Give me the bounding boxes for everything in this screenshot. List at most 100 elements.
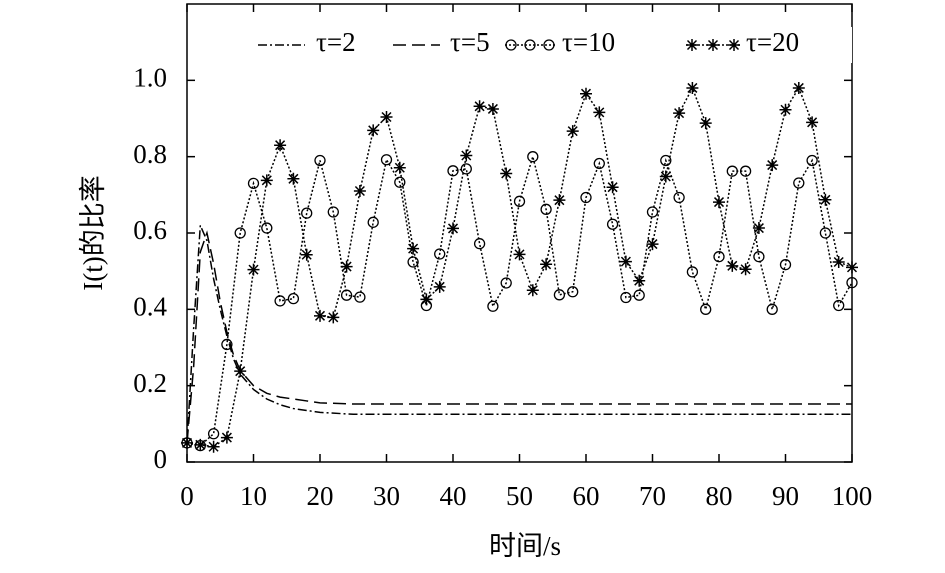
marker xyxy=(407,242,420,255)
marker xyxy=(473,100,486,113)
marker xyxy=(752,222,765,235)
marker xyxy=(806,154,818,167)
marker xyxy=(580,87,592,100)
marker xyxy=(846,276,858,289)
marker xyxy=(753,251,765,263)
marker xyxy=(524,39,536,51)
marker xyxy=(739,263,752,276)
y-tick-label: 0.8 xyxy=(133,139,167,169)
marker xyxy=(460,149,473,162)
marker xyxy=(247,177,260,190)
marker xyxy=(713,251,725,263)
marker xyxy=(779,103,792,116)
marker xyxy=(394,176,406,188)
marker xyxy=(500,277,512,289)
marker xyxy=(832,256,845,269)
x-tick-label: 20 xyxy=(307,481,334,511)
marker xyxy=(234,227,246,239)
marker xyxy=(567,286,579,298)
marker xyxy=(540,258,553,271)
marker xyxy=(553,289,566,301)
marker xyxy=(673,191,685,204)
legend-label: τ=20 xyxy=(746,27,799,57)
marker xyxy=(340,289,353,301)
marker xyxy=(819,227,832,239)
legend-label: τ=2 xyxy=(316,27,356,57)
marker xyxy=(487,300,499,312)
marker xyxy=(593,157,605,170)
marker xyxy=(619,255,632,268)
marker xyxy=(846,261,858,274)
y-tick-label: 0.6 xyxy=(133,215,167,245)
marker xyxy=(367,216,379,228)
marker xyxy=(434,248,446,260)
marker xyxy=(234,365,247,378)
marker xyxy=(673,107,686,120)
marker xyxy=(633,274,646,287)
plot-frame xyxy=(186,3,853,463)
marker xyxy=(207,428,220,440)
marker xyxy=(566,125,579,138)
marker xyxy=(221,338,233,351)
marker xyxy=(739,165,752,177)
marker xyxy=(793,177,805,189)
marker xyxy=(194,438,207,451)
x-tick-label: 10 xyxy=(240,481,267,511)
legend-bg xyxy=(501,27,668,63)
x-tick-label: 50 xyxy=(506,481,533,511)
marker xyxy=(646,238,659,251)
x-tick-label: 90 xyxy=(772,481,799,511)
marker xyxy=(659,170,672,183)
marker xyxy=(700,303,712,315)
marker xyxy=(340,260,353,273)
marker xyxy=(728,39,740,51)
legend-label: τ=5 xyxy=(450,27,490,57)
marker xyxy=(486,102,499,115)
marker xyxy=(181,436,193,449)
marker xyxy=(513,195,526,207)
marker xyxy=(460,163,472,175)
marker xyxy=(274,139,287,152)
y-tick-label: 1.0 xyxy=(133,63,167,93)
x-tick-label: 0 xyxy=(180,481,194,511)
marker xyxy=(300,248,313,261)
marker xyxy=(327,311,340,324)
x-tick-label: 80 xyxy=(706,481,733,511)
y-axis-label: I(t)的比率 xyxy=(78,175,108,290)
marker xyxy=(260,174,273,187)
marker xyxy=(314,154,326,167)
marker xyxy=(606,218,619,230)
x-tick-label: 30 xyxy=(373,481,400,511)
marker xyxy=(207,440,220,453)
marker xyxy=(473,238,486,250)
marker xyxy=(707,39,719,51)
marker xyxy=(526,284,539,297)
y-tick-label: 0.4 xyxy=(133,292,167,322)
marker xyxy=(553,194,566,207)
x-axis-label: 时间/s xyxy=(489,531,561,561)
marker xyxy=(686,81,699,94)
marker xyxy=(620,291,632,304)
marker xyxy=(699,117,712,130)
marker xyxy=(433,280,446,293)
marker xyxy=(806,116,819,129)
x-tick-label: 100 xyxy=(832,481,873,511)
x-tick-label: 40 xyxy=(440,481,467,511)
y-tick-label: 0.2 xyxy=(133,368,167,398)
marker xyxy=(726,259,739,272)
marker xyxy=(713,196,725,209)
marker xyxy=(819,193,832,206)
marker xyxy=(505,39,517,51)
marker xyxy=(327,206,339,218)
marker xyxy=(766,303,778,315)
series-line xyxy=(186,230,852,443)
marker xyxy=(513,248,526,261)
marker xyxy=(660,154,672,167)
marker xyxy=(766,159,779,172)
marker xyxy=(593,106,606,119)
marker xyxy=(393,161,406,174)
marker xyxy=(247,263,260,276)
marker xyxy=(686,266,699,278)
marker xyxy=(354,291,366,303)
